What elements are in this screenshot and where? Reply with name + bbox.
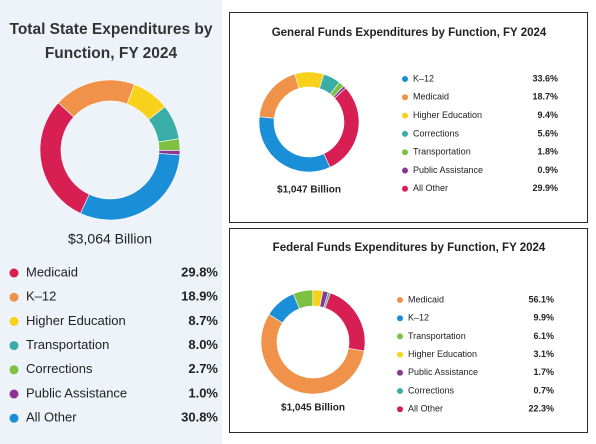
legend-label: Higher Education [408, 349, 477, 359]
value-label: 30.8% [181, 410, 218, 425]
value-label: 9.9% [533, 313, 554, 323]
legend-label: All Other [408, 404, 443, 414]
value-label: 0.7% [533, 385, 554, 395]
value-label: 22.3% [528, 404, 554, 414]
value-label: 5.6% [537, 128, 558, 138]
legend-label: Medicaid [26, 264, 78, 279]
donut-slice [258, 73, 300, 119]
legend-marker [9, 389, 19, 399]
value-label: 18.9% [181, 289, 218, 304]
legend-label: All Other [413, 183, 448, 193]
value-label: 18.7% [532, 92, 558, 102]
donut-slice [294, 71, 325, 89]
value-label: 33.6% [532, 73, 558, 83]
value-label: 56.1% [528, 294, 554, 304]
legend-marker [402, 167, 408, 174]
value-label: 1.7% [533, 367, 554, 377]
legend-label: Transportation [408, 331, 466, 341]
legend-marker [397, 315, 403, 322]
legend-marker [9, 268, 19, 278]
legend-marker [397, 388, 403, 394]
legend-marker [397, 297, 403, 303]
donut-slice [324, 292, 366, 352]
value-label: 1.8% [537, 147, 558, 157]
legend-label: K–12 [408, 313, 429, 323]
legend-label: Public Assistance [26, 385, 127, 400]
chart-title: General Funds Expenditures by Function, … [272, 27, 547, 39]
legend-marker [402, 130, 408, 137]
legend-label: Corrections [408, 385, 455, 395]
federal-funds-panel [229, 228, 588, 433]
donut-slice [260, 313, 365, 395]
left-panel [0, 0, 222, 444]
value-label: 29.8% [181, 264, 218, 279]
value-label: 8.0% [188, 337, 218, 352]
legend-marker [397, 351, 403, 358]
total-label: $3,064 Billion [68, 231, 152, 247]
legend-label: All Other [26, 410, 77, 425]
value-label: 2.7% [188, 361, 218, 376]
legend-marker [397, 406, 403, 413]
legend-label: K–12 [413, 73, 434, 83]
value-label: 3.1% [533, 349, 554, 359]
value-label: 9.4% [537, 110, 558, 120]
general-funds-panel [229, 12, 588, 223]
legend-label: Public Assistance [408, 367, 478, 377]
value-label: 1.0% [188, 385, 218, 400]
legend-marker [402, 112, 408, 119]
donut-slice [39, 102, 90, 214]
legend-label: Transportation [26, 337, 109, 352]
value-label: 29.9% [532, 183, 558, 193]
chart-title: Federal Funds Expenditures by Function, … [273, 242, 546, 254]
donut-slice [57, 79, 135, 118]
value-label: 0.9% [537, 165, 558, 175]
legend-marker [9, 365, 19, 375]
legend-label: Public Assistance [413, 165, 483, 175]
legend-label: Corrections [26, 361, 93, 376]
legend-label: K–12 [26, 289, 56, 304]
legend-label: Medicaid [413, 92, 449, 102]
legend-marker [402, 185, 408, 192]
total-label: $1,045 Billion [281, 403, 345, 414]
donut-slice [258, 116, 331, 173]
legend-marker [9, 413, 19, 423]
legend-marker [397, 333, 403, 340]
donut-slice [80, 153, 181, 221]
value-label: 6.1% [533, 331, 554, 341]
legend-label: Corrections [413, 128, 460, 138]
legend-label: Higher Education [26, 313, 126, 328]
legend-label: Medicaid [408, 294, 444, 304]
value-label: 8.7% [188, 313, 218, 328]
legend-label: Higher Education [413, 110, 482, 120]
legend-marker [402, 94, 408, 101]
legend-marker [9, 316, 19, 326]
total-label: $1,047 Billion [277, 185, 341, 196]
legend-marker [9, 292, 19, 302]
donut-slice [323, 87, 360, 168]
legend-label: Transportation [413, 147, 471, 157]
legend-marker [402, 149, 408, 156]
legend-marker [9, 341, 19, 351]
chart-title: Total State Expenditures by Function, FY… [9, 21, 213, 62]
legend-marker [402, 76, 408, 82]
legend-marker [397, 369, 403, 376]
